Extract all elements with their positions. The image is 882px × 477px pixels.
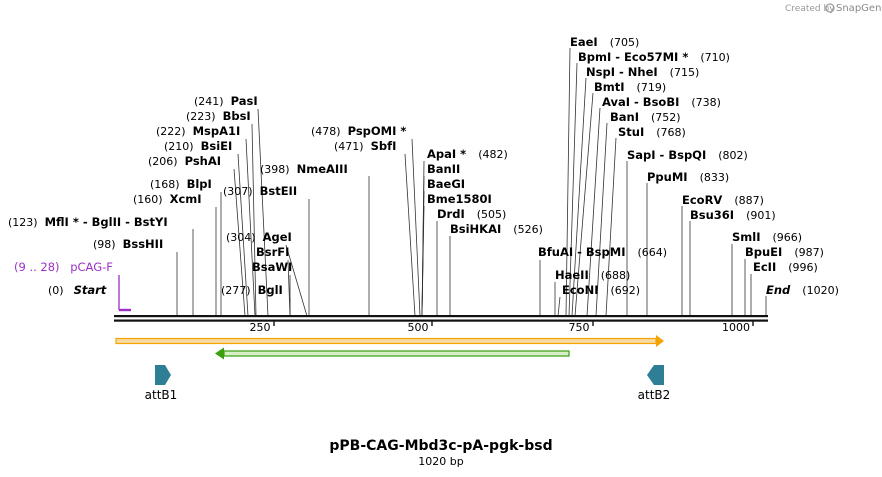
site-apai[interactable]: ApaI * (482) [427,147,508,161]
site-bfuai-bspmi[interactable]: BfuAI - BspMI (664) [538,245,667,259]
credit-prefix: Created by [785,4,835,14]
site-nspi-nhei[interactable]: NspI - NheI (715) [586,65,699,79]
map-length: 1020 bp [418,455,463,468]
sequence-backbone [114,315,768,322]
site-agei[interactable]: (304) AgeI [226,230,292,244]
site-bsshii[interactable]: (98) BssHII [93,237,163,251]
site-end[interactable]: End (1020) [766,283,839,297]
ruler-label-250: 250 [250,321,271,334]
site-bsihkai[interactable]: BsiHKAI (526) [450,222,543,236]
site-bsawi[interactable]: BsaWI [252,260,292,274]
ruler-label-1000: 1000 [722,321,750,334]
site-pasi[interactable]: (241) PasI [194,94,258,108]
site-bsrfi[interactable]: BsrFI [256,245,289,259]
attb2-arrow-icon [647,365,664,385]
site-bsiei[interactable]: (210) BsiEI [164,139,232,153]
feature-attb1[interactable]: attB1 [145,365,178,402]
site-haeii[interactable]: HaeII (688) [555,268,630,282]
credit-brand: SnapGene [836,3,882,14]
ruler-tick: 500 [408,321,433,334]
ruler-tick: 250 [250,321,275,334]
site-baegi[interactable]: BaeGI [427,177,465,191]
site-xcmi[interactable]: (160) XcmI [133,192,202,206]
site-bsu36i[interactable]: Bsu36I (901) [690,208,776,222]
site-bmti[interactable]: BmtI (719) [594,80,666,94]
site-bani[interactable]: BanI (752) [610,110,681,124]
site-blpi[interactable]: (168) BlpI [150,177,212,191]
site-avai-bsobi[interactable]: AvaI - BsoBI (738) [602,95,721,109]
ruler-tick: 1000 [722,321,754,334]
site-connector-lines [176,47,767,317]
snapgene-credit: Created by SnapGene [785,3,882,14]
site-drdi[interactable]: DrdI (505) [437,207,506,221]
site-mfli-bglii-bstyi[interactable]: (123) MflI * - BglII - BstYI [8,215,168,229]
site-ecorv[interactable]: EcoRV (887) [682,193,764,207]
primer-name: pCAG-F [70,260,113,274]
attb1-arrow-icon [155,365,171,385]
site-pshai[interactable]: (206) PshAI [148,154,221,168]
attb1-label: attB1 [145,388,178,402]
site-bbsi[interactable]: (223) BbsI [186,109,251,123]
map-title: pPB-CAG-Mbd3c-pA-pgk-bsd [329,438,552,454]
sites-mid: (277) BglI BsaWI BsrFI (304) AgeI (307) Bst… [221,124,543,297]
ruler-label-750: 750 [569,321,590,334]
snapgene-logo-icon [825,3,835,13]
site-mspa1i[interactable]: (222) MspA1I [156,124,240,138]
orf-green-reverse[interactable] [215,347,570,360]
feature-attb2[interactable]: attB2 [638,365,671,402]
site-bpuei[interactable]: BpuEI (987) [745,245,824,259]
site-pspomi[interactable]: (478) PspOMI * [311,124,406,138]
site-eaei[interactable]: EaeI (705) [570,35,639,49]
site-bsteii[interactable]: (307) BstEII [223,184,297,198]
site-sapi-bspqi[interactable]: SapI - BspQI (802) [627,148,748,162]
sites-right: EaeI (705) BpmI - Eco57MI * (710) NspI - N… [538,35,839,297]
site-ecii[interactable]: EcII (996) [753,260,818,274]
site-banii[interactable]: BanII [427,162,460,176]
attb2-label: attB2 [638,388,671,402]
orf-orange-forward[interactable] [115,335,664,347]
ruler-label-500: 500 [408,321,429,334]
site-smli[interactable]: SmlI (966) [732,230,802,244]
site-stui[interactable]: StuI (768) [618,125,686,139]
site-ppumi[interactable]: PpuMI (833) [647,170,729,184]
site-bpmi-eco57mi[interactable]: BpmI - Eco57MI * (710) [578,50,730,64]
site-nmeaiii[interactable]: (398) NmeAIII [260,162,348,176]
primer-pcag-f[interactable]: (9 .. 28) pCAG-F [14,260,131,312]
sites-left: (0) Start (98) BssHII (123) MflI * - BglII … [8,94,258,297]
site-econi[interactable]: EcoNI (692) [562,283,640,297]
site-start[interactable]: (0) Start [48,283,107,297]
svg-text:(9 .. 28) pCAG-F: (9 .. 28) pCAG-F [14,260,113,274]
site-bme1580i[interactable]: Bme1580I [427,192,492,206]
ruler-tick: 750 [569,321,594,334]
site-sbfi[interactable]: (471) SbfI [334,139,396,153]
primer-range: (9 .. 28) [14,260,60,274]
site-bgli[interactable]: (277) BglI [221,283,283,297]
ruler: 250 500 750 1000 [250,321,754,334]
